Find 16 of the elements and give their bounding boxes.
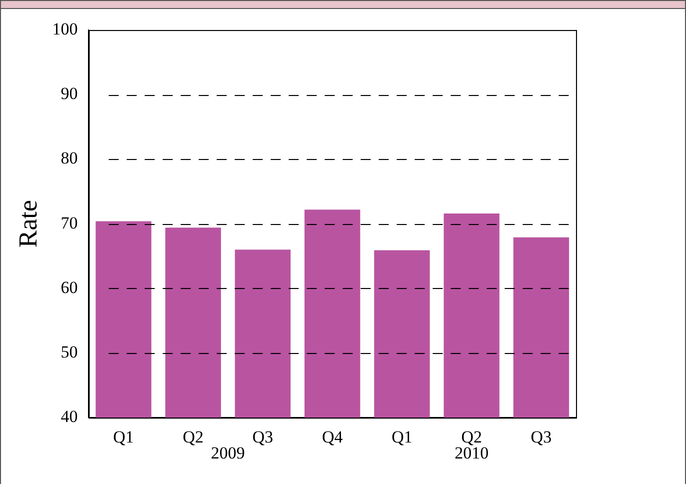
x-tick-label: Q4 <box>322 427 344 446</box>
x-tick-label: Q1 <box>392 427 412 446</box>
x-tick-label: Q3 <box>530 427 552 446</box>
x-tick-label: Q1 <box>113 427 134 446</box>
y-tick-label: 70 <box>60 213 78 232</box>
y-tick-label: 100 <box>52 19 78 38</box>
y-tick-label: 50 <box>60 342 78 362</box>
x-tick-label: Q2 <box>182 427 204 446</box>
y-tick-label: 60 <box>60 278 78 297</box>
text: 2009 <box>210 444 245 463</box>
y-axis-title: Rate <box>13 200 42 248</box>
x-tick-label: Q2 <box>461 427 482 446</box>
y-tick-label: 90 <box>60 84 78 104</box>
y-tick-label: 40 <box>60 407 78 426</box>
y-tick-label: 80 <box>60 148 78 168</box>
x-tick-label: Q3 <box>252 427 274 446</box>
